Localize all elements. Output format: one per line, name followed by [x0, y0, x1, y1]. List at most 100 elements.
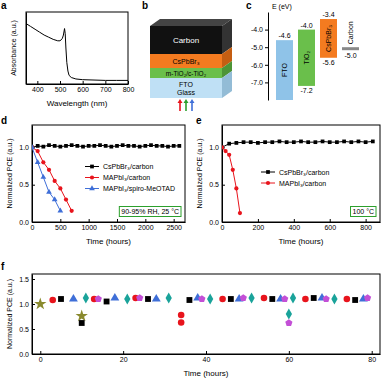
- panel-letter: e: [196, 115, 202, 126]
- data-point: [290, 293, 296, 304]
- y-axis-title: Normalized PCE (a.u.): [6, 138, 14, 208]
- level-name: FTO: [281, 63, 288, 77]
- data-point: [335, 140, 339, 144]
- y-axis-line: [32, 275, 33, 355]
- data-point: [57, 208, 63, 213]
- y-tick: 0.0: [19, 219, 35, 226]
- legend-label: MAPbI₃/carbon: [103, 174, 150, 181]
- data-point: [143, 144, 147, 148]
- y-tick-label: 1.5: [19, 276, 29, 283]
- light-arrow-shaft: [191, 102, 193, 111]
- y-tick: -7.0: [251, 79, 268, 86]
- y-tick-mark: [222, 222, 225, 223]
- data-point: [40, 174, 46, 179]
- light-arrow-shaft: [185, 102, 187, 111]
- x-tick-label: 1000: [81, 224, 97, 231]
- legend-label: MAPbI₃/carbon: [279, 180, 326, 187]
- data-point: [47, 168, 51, 172]
- y-axis-title: Normalized PCE (a.u.): [196, 138, 204, 208]
- panel-b: bCarbonCsPbBr₃m-TiO₂/c-TiO₂FTOGlass: [142, 0, 232, 111]
- data-point: [58, 145, 62, 149]
- data-point: [344, 296, 351, 303]
- x-tick-mark: [145, 219, 146, 222]
- level-value: -4.6: [278, 32, 290, 39]
- x-tick-label: 0: [39, 356, 43, 363]
- x-tick-label: 600: [324, 224, 336, 231]
- data-point: [53, 179, 57, 183]
- energy-level: [298, 30, 315, 86]
- x-tick-label: 60: [285, 356, 293, 363]
- x-tick: 400: [288, 219, 300, 231]
- x-tick-mark: [37, 81, 38, 84]
- layer-front: [150, 26, 222, 54]
- x-tick-mark: [294, 219, 295, 222]
- data-point: [145, 296, 151, 302]
- x-tick-mark: [83, 81, 84, 84]
- x-tick-label: 500: [55, 224, 67, 231]
- plot-frame: [32, 125, 185, 222]
- annotation-box: [351, 207, 376, 217]
- y-axis: 0.00.51.0: [19, 126, 35, 226]
- x-axis-line: [27, 84, 129, 85]
- data-point: [32, 144, 35, 149]
- layer-label: Glass: [177, 89, 195, 96]
- y-tick-mark: [222, 185, 225, 186]
- y-tick-mark: [32, 279, 35, 280]
- levels: [276, 19, 359, 100]
- data-point: [64, 144, 68, 148]
- x-tick-label: 600: [77, 86, 89, 93]
- data-point: [124, 294, 130, 305]
- layer: m-TiO₂/c-TiO₂: [150, 61, 232, 78]
- data-point: [198, 295, 205, 302]
- x-axis: 400500600700800: [27, 81, 135, 93]
- data-point: [364, 140, 368, 144]
- level-value: -4.0: [300, 22, 312, 29]
- x-tick-mark: [258, 219, 259, 222]
- x-tick: 400: [32, 81, 44, 93]
- x-tick: 800: [360, 219, 372, 231]
- data-point: [41, 160, 45, 164]
- x-tick-label: 800: [123, 86, 135, 93]
- data-point: [160, 144, 164, 148]
- data-point: [269, 296, 275, 302]
- data-point: [187, 297, 193, 303]
- y-tick-label: -4.0: [251, 26, 263, 33]
- data-point: [352, 297, 358, 303]
- x-tick: 600: [324, 219, 336, 231]
- y-tick-mark: [32, 329, 35, 330]
- y-tick: 0.5: [209, 181, 225, 188]
- x-axis-title: Time (hours): [86, 237, 131, 246]
- x-axis-line: [33, 222, 186, 223]
- panel-letter: a: [1, 0, 7, 11]
- data-point: [83, 293, 89, 304]
- data-point: [285, 319, 292, 326]
- data-point: [149, 143, 153, 147]
- layer-label: CsPbBr₃: [173, 58, 200, 65]
- data-point: [331, 294, 337, 305]
- data-point: [177, 144, 181, 148]
- panel-c: -7.0-6.0-5.0-4.0E (eV)cFTO-4.6TiO₂-4.0-7…: [246, 0, 359, 101]
- x-tick-label: 80: [368, 356, 376, 363]
- data-point: [41, 145, 45, 149]
- y-axis-title: Absorbance (a.u.): [10, 20, 18, 76]
- layer-label: m-TiO₂/c-TiO₂: [166, 70, 207, 77]
- data-point: [261, 295, 268, 302]
- data-point: [81, 145, 85, 149]
- legend-entry: MAPbI₃/spiro-MeOTAD: [85, 185, 175, 193]
- y-tick-label: 0.5: [19, 326, 29, 333]
- y-axis: 0.00.51.01.5: [19, 275, 35, 358]
- layer: FTOGlass: [150, 71, 232, 98]
- annotation: 90-95% RH, 25 °C: [119, 207, 181, 217]
- data-point: [281, 295, 288, 302]
- y-tick: -6.0: [251, 62, 268, 69]
- panel-f: 0204060800.00.51.01.5Time (hours)Normali…: [1, 261, 381, 378]
- data-point: [70, 143, 74, 147]
- panel-letter: f: [1, 261, 5, 272]
- data-point: [53, 144, 57, 148]
- x-tick-label: 40: [203, 356, 211, 363]
- energy-level: [342, 47, 359, 50]
- data-point: [248, 293, 254, 304]
- annotation: 100 °C: [351, 207, 376, 217]
- x-tick-label: 500: [55, 86, 67, 93]
- data-point: [313, 140, 317, 144]
